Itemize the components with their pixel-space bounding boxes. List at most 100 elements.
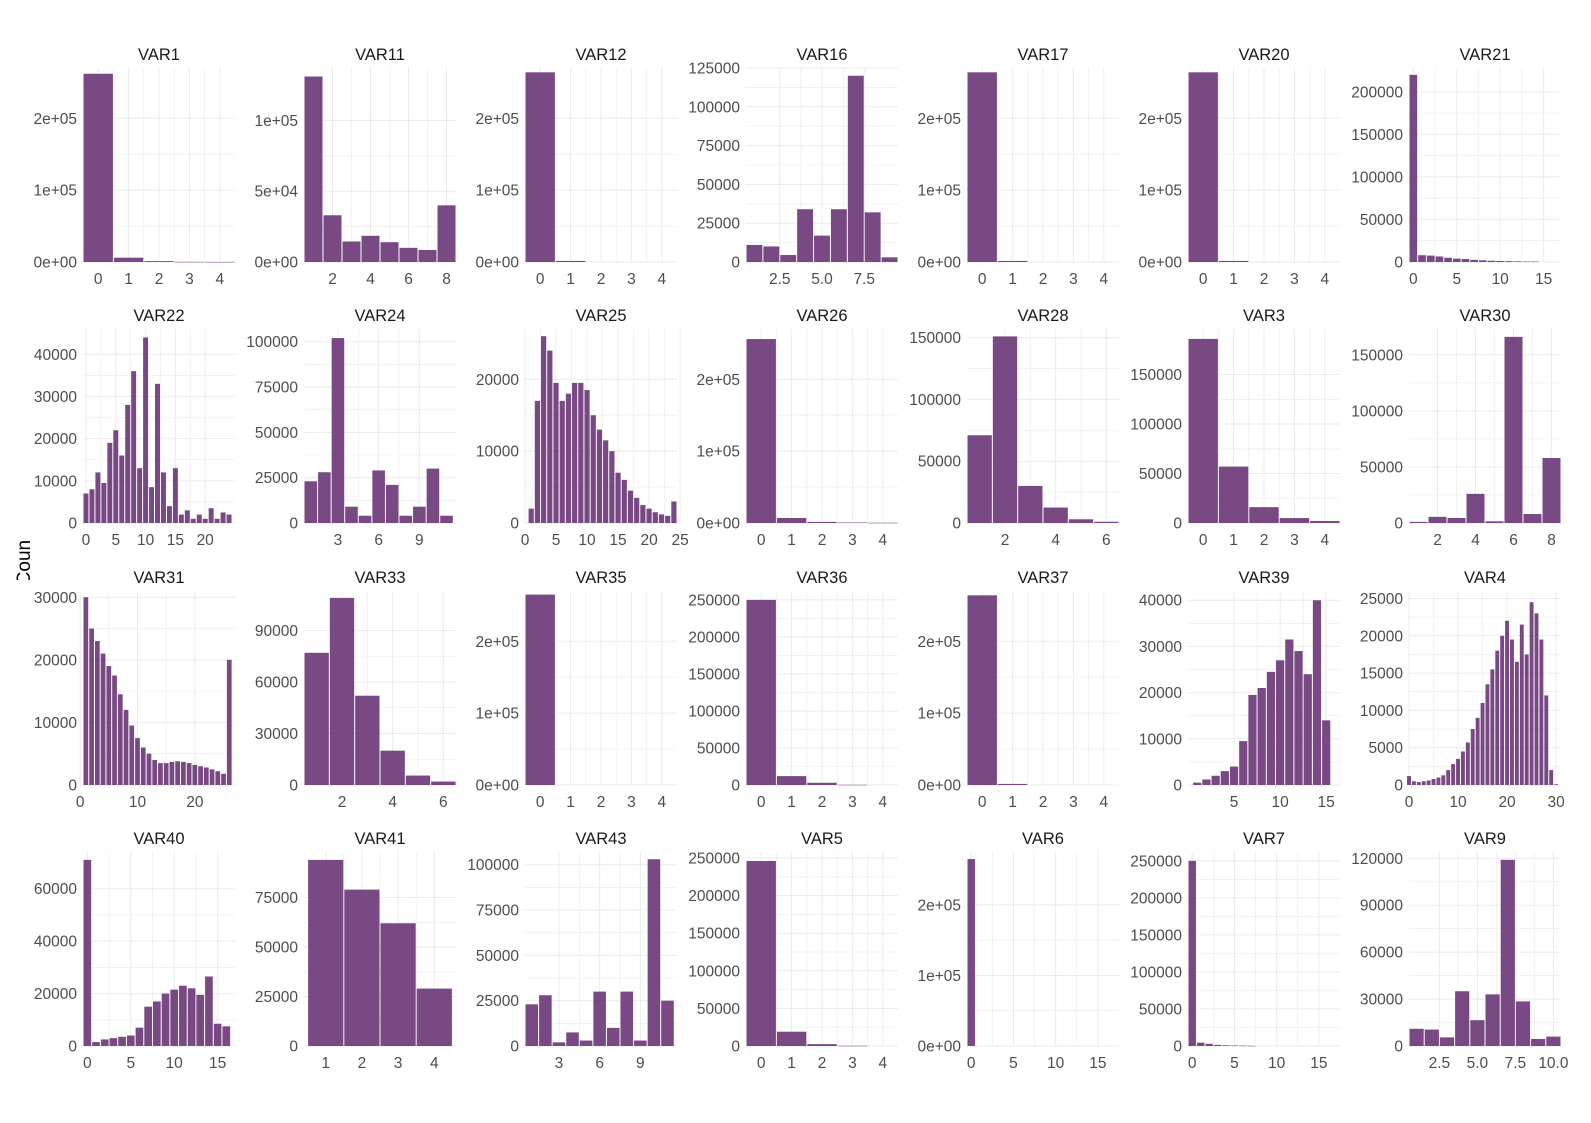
y-tick-label: 10000 (34, 473, 77, 490)
panel-title: VAR24 (354, 307, 405, 325)
bar (584, 390, 590, 523)
bar (997, 783, 1028, 785)
x-tick-label: 15 (167, 532, 184, 549)
panel-title: VAR12 (575, 46, 626, 64)
bar (143, 337, 149, 523)
bar (1451, 764, 1456, 785)
bar (83, 859, 92, 1046)
x-tick-label: 15 (1318, 794, 1335, 811)
bar (1218, 466, 1249, 523)
y-tick-label: 1e+05 (917, 968, 961, 985)
bar (1418, 255, 1426, 262)
y-tick-label: 0e+00 (917, 1039, 961, 1056)
bar (1188, 338, 1218, 523)
y-tick-label: 30000 (34, 389, 77, 406)
panel-title: VAR5 (801, 830, 843, 848)
bar (83, 597, 89, 785)
y-tick-label: 75000 (697, 138, 740, 155)
x-tick-label: 5 (1452, 271, 1461, 288)
x-tick-label: 0 (1199, 271, 1208, 288)
y-tick-label: 30000 (1360, 992, 1403, 1009)
x-tick-label: 4 (366, 271, 375, 288)
bar (1416, 782, 1421, 785)
y-tick-label: 0e+00 (33, 255, 77, 272)
y-tick-label: 75000 (255, 890, 298, 907)
x-tick-label: 20 (640, 532, 658, 549)
bar (308, 859, 344, 1046)
bar (566, 1032, 579, 1046)
bar (746, 599, 776, 785)
y-tick-label: 20000 (34, 431, 77, 448)
y-tick-label: 50000 (1360, 459, 1403, 476)
x-tick-label: 3 (1290, 532, 1299, 549)
bar (226, 514, 232, 523)
bar (92, 1042, 100, 1046)
y-tick-label: 0 (289, 1039, 298, 1056)
x-tick-label: 0 (757, 794, 766, 811)
x-tick-label: 2 (1260, 271, 1269, 288)
x-tick-label: 2 (358, 1055, 367, 1072)
bar (214, 518, 220, 523)
x-tick-label: 4 (1099, 794, 1108, 811)
x-tick-label: 15 (1535, 271, 1552, 288)
panel-var7: 0 50000 100000 150000 200000 250000 0 5 10 15 VAR7 (1130, 830, 1340, 1072)
bar (1409, 521, 1428, 523)
bar (100, 653, 106, 785)
bar (179, 985, 187, 1046)
y-tick-label: 0e+00 (917, 255, 961, 272)
y-tick-label: 100000 (1130, 417, 1182, 434)
bar (202, 518, 208, 523)
y-tick-label: 0e+00 (254, 255, 298, 272)
y-tick-label: 10000 (1139, 731, 1182, 748)
bar (746, 861, 776, 1046)
y-tick-label: 0 (731, 778, 740, 795)
bar (1193, 782, 1202, 785)
y-tick-label: 20000 (1360, 628, 1403, 645)
bar (837, 784, 868, 786)
bar (797, 209, 814, 262)
bar (161, 993, 170, 1046)
bar (780, 255, 797, 262)
x-tick-label: 1 (124, 271, 133, 288)
x-tick-label: 3 (848, 1055, 857, 1072)
x-tick-label: 0 (536, 271, 545, 288)
bar (661, 1000, 674, 1046)
y-tick-label: 2e+05 (917, 111, 961, 128)
bar (1531, 261, 1539, 263)
x-tick-label: 6 (374, 532, 383, 549)
bar (192, 764, 198, 785)
bar (1444, 257, 1452, 262)
y-tick-label: 1e+05 (917, 706, 961, 723)
panel-title: VAR36 (796, 569, 847, 587)
x-tick-label: 0 (521, 532, 530, 549)
bar (178, 514, 184, 523)
bar (620, 991, 634, 1046)
x-tick-label: 4 (1099, 271, 1108, 288)
y-tick-label: 90000 (255, 623, 298, 640)
y-tick-label: 2e+05 (917, 897, 961, 914)
y-tick-label: 60000 (1360, 945, 1403, 962)
bar (155, 383, 160, 523)
bar (837, 522, 868, 523)
x-tick-label: 9 (636, 1055, 645, 1072)
y-tick-label: 250000 (688, 592, 740, 609)
bar (1068, 519, 1094, 523)
bar (615, 472, 621, 523)
x-tick-label: 3 (848, 794, 857, 811)
y-tick-label: 75000 (476, 903, 519, 920)
bar (652, 512, 658, 523)
y-tick-label: 150000 (688, 926, 740, 943)
x-tick-label: 0 (94, 271, 103, 288)
y-tick-label: 0 (68, 516, 77, 533)
y-tick-label: 10000 (1360, 703, 1403, 720)
bar (565, 393, 572, 523)
x-tick-label: 5 (1230, 1055, 1239, 1072)
x-tick-label: 7.5 (1505, 1055, 1527, 1072)
x-tick-label: 6 (404, 271, 413, 288)
y-tick-label: 200000 (688, 888, 740, 905)
bar (380, 242, 399, 262)
y-tick-label: 20000 (34, 986, 77, 1003)
bar (763, 246, 780, 262)
panel-title: VAR43 (575, 830, 626, 848)
